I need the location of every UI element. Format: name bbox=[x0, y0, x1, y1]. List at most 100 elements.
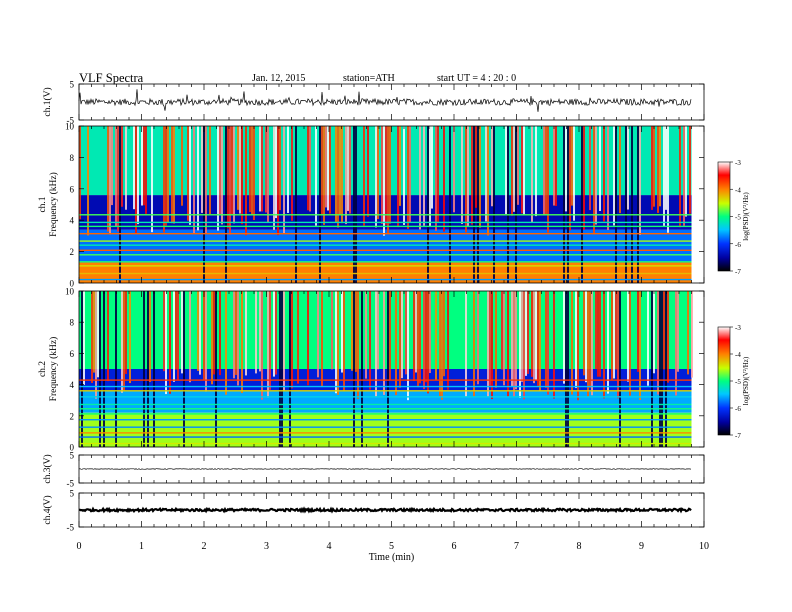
narrowband-line bbox=[79, 249, 692, 252]
spectrogram-column bbox=[197, 126, 199, 231]
spectrogram-column bbox=[547, 126, 549, 233]
colorbar-tick-label: -5 bbox=[735, 378, 741, 386]
spectrogram-column bbox=[283, 126, 285, 234]
spectrogram-column bbox=[539, 291, 541, 392]
x-tick-label: 10 bbox=[699, 541, 709, 552]
spectrogram-column bbox=[409, 126, 411, 223]
spectrogram-column bbox=[399, 126, 401, 206]
spectrogram-column bbox=[109, 126, 111, 235]
spectrogram-column bbox=[639, 291, 641, 400]
spectrogram-column bbox=[571, 126, 573, 206]
spectrogram-column bbox=[677, 291, 679, 372]
spectrogram-column bbox=[259, 126, 261, 212]
narrowband-line bbox=[79, 232, 692, 235]
narrowband-line bbox=[79, 240, 692, 242]
spectrogram-column bbox=[111, 126, 113, 206]
spectrogram-column bbox=[599, 291, 601, 377]
narrowband-line bbox=[79, 403, 692, 406]
spectrogram-column bbox=[341, 291, 343, 373]
spectrogram-column bbox=[141, 126, 143, 206]
y-tick-label: 0 bbox=[70, 279, 75, 289]
spectrogram-column bbox=[597, 291, 599, 377]
spectrogram-column bbox=[249, 126, 251, 213]
spectrogram-column bbox=[123, 291, 125, 392]
spectrogram-column bbox=[297, 291, 299, 384]
spectrogram-column bbox=[143, 291, 145, 447]
spectrogram-column bbox=[175, 291, 177, 370]
spectrogram-column bbox=[425, 291, 427, 383]
spectrogram-column bbox=[291, 291, 293, 389]
y-tick-label: 4 bbox=[70, 380, 75, 390]
spectrogram-column bbox=[115, 291, 117, 447]
spectrogram-column bbox=[569, 126, 571, 231]
spectrogram-column bbox=[503, 291, 505, 386]
narrowband-line bbox=[79, 278, 692, 281]
spectrogram-column bbox=[87, 126, 89, 236]
spectrogram-column bbox=[667, 291, 669, 383]
spectrogram-column bbox=[575, 291, 577, 389]
spectrogram-column bbox=[407, 126, 409, 229]
spectrogram-column bbox=[657, 126, 659, 213]
spectrogram-column bbox=[553, 291, 555, 399]
spectrogram-column bbox=[287, 126, 289, 213]
spectrogram-column bbox=[355, 291, 357, 372]
spectrogram-column bbox=[531, 126, 533, 223]
spectrogram-column bbox=[181, 291, 183, 374]
spectrogram-column bbox=[555, 126, 557, 206]
narrowband-line bbox=[79, 390, 692, 392]
spectrogram-column bbox=[225, 126, 227, 283]
spectrogram-column bbox=[95, 291, 97, 399]
spectrogram-column bbox=[535, 126, 537, 217]
spectrogram-column bbox=[201, 126, 203, 213]
spectrogram-column bbox=[495, 291, 497, 388]
spectrogram-column bbox=[323, 126, 325, 225]
y-axis-label: ch.3(V) bbox=[42, 454, 53, 483]
colorbar-tick-label: -4 bbox=[735, 351, 741, 359]
spectrogram-column bbox=[427, 126, 429, 283]
spectrogram-column bbox=[591, 291, 593, 396]
spectrogram-column bbox=[231, 126, 233, 216]
colorbar bbox=[717, 326, 731, 436]
spectrogram-column bbox=[339, 126, 341, 215]
narrowband-line bbox=[79, 432, 692, 434]
spectrogram-column bbox=[383, 291, 385, 395]
y-tick-label: 2 bbox=[70, 411, 75, 421]
spectrogram-column bbox=[325, 126, 327, 208]
spectrogram-column bbox=[209, 126, 211, 215]
spectrogram-column bbox=[665, 126, 667, 210]
spectrogram-column bbox=[79, 126, 81, 220]
spectrogram-column bbox=[619, 126, 621, 214]
spectrogram-column bbox=[511, 126, 513, 216]
spectrogram-column bbox=[125, 291, 127, 374]
figure-date: Jan. 12, 2015 bbox=[252, 73, 306, 84]
spectrogram-column bbox=[427, 291, 429, 394]
colorbar-tick-label: -3 bbox=[735, 159, 741, 167]
ch1-spectrogram bbox=[79, 126, 692, 283]
y-axis-label: Frequency (kHz) bbox=[48, 172, 59, 237]
spectrogram-column bbox=[487, 126, 489, 236]
y-tick-label: 8 bbox=[70, 318, 75, 328]
spectrogram-column bbox=[331, 291, 333, 370]
narrowband-line bbox=[79, 221, 692, 224]
spectrogram-column bbox=[269, 291, 271, 390]
spectrogram-column bbox=[475, 126, 477, 208]
spectrogram-column bbox=[401, 291, 403, 379]
x-tick-label: 4 bbox=[327, 541, 332, 552]
spectrogram-column bbox=[219, 291, 221, 376]
spectrogram-column bbox=[473, 291, 475, 397]
spectrogram-column bbox=[377, 291, 379, 370]
spectrogram-column bbox=[361, 291, 363, 447]
ch3-waveform bbox=[78, 468, 692, 470]
spectrogram-column bbox=[665, 291, 667, 447]
spectrogram-column bbox=[153, 291, 155, 447]
spectrogram-column bbox=[225, 291, 227, 395]
spectrogram-column bbox=[377, 126, 379, 220]
spectrogram-column bbox=[637, 291, 639, 372]
x-tick-label: 0 bbox=[77, 541, 82, 552]
spectrogram-column bbox=[385, 126, 387, 225]
spectrogram-column bbox=[107, 291, 109, 382]
spectrogram-column bbox=[583, 291, 585, 376]
spectrogram-column bbox=[279, 291, 281, 447]
x-tick-label: 1 bbox=[139, 541, 144, 552]
